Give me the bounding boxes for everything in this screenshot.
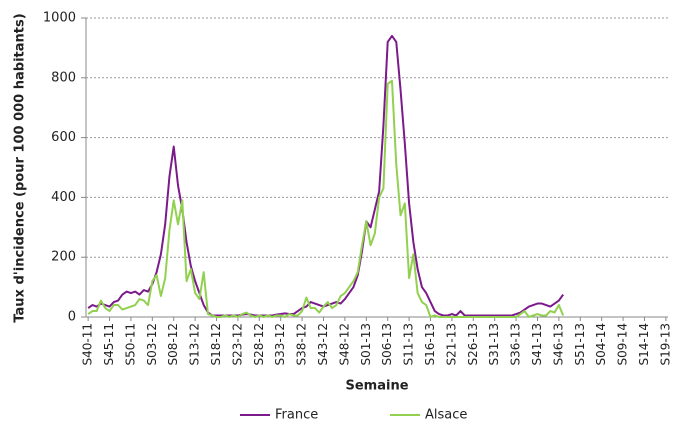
y-tick-label: 1000	[43, 11, 76, 26]
x-tick-label: S23-12	[230, 323, 244, 366]
x-tick-label: S28-12	[252, 323, 266, 366]
x-tick-label: S41-13	[530, 323, 544, 366]
x-tick-label: S26-13	[466, 323, 480, 366]
x-tick-label: S03-12	[145, 323, 159, 366]
x-tick-label: S09-14	[616, 323, 630, 366]
x-tick-label: S33-12	[273, 323, 287, 366]
y-tick-label: 400	[51, 190, 76, 205]
x-tick-label: S36-13	[509, 323, 523, 366]
x-tick-label: S13-12	[188, 323, 202, 366]
x-tick-label: S19-13	[658, 323, 672, 366]
series-line	[87, 34, 564, 317]
y-tick-label: 800	[51, 70, 76, 85]
x-axis-title: Semaine	[345, 379, 408, 394]
x-tick-label: S40-11	[81, 323, 95, 366]
x-tick-label: S51-13	[573, 323, 587, 366]
x-tick-label: S45-11	[102, 323, 116, 366]
x-tick-label: S46-13	[551, 323, 565, 366]
y-tick-label: 200	[51, 250, 76, 265]
x-tick-label: S08-12	[166, 323, 180, 366]
x-tick-label: S31-13	[487, 323, 501, 366]
x-tick-label: S16-13	[423, 323, 437, 366]
x-tick-label: S06-13	[380, 323, 394, 366]
x-tick-label: S38-12	[295, 323, 309, 366]
legend-label: Alsace	[425, 408, 467, 423]
x-tick-label: S14-14	[637, 323, 651, 366]
x-tick-label: S48-12	[337, 323, 351, 366]
series-line	[87, 79, 565, 318]
y-tick-label: 600	[51, 130, 76, 145]
x-tick-label: S11-13	[402, 323, 416, 366]
x-tick-label: S18-12	[209, 323, 223, 366]
x-tick-label: S43-12	[316, 323, 330, 366]
x-tick-label: S04-14	[594, 323, 608, 366]
x-tick-label: S21-13	[444, 323, 458, 366]
y-axis-title: Taux d'incidence (pour 100 000 habitants…	[13, 13, 28, 322]
x-tick-label: S01-13	[359, 323, 373, 366]
x-tick-label: S50-11	[123, 323, 137, 366]
legend-label: France	[275, 408, 318, 423]
y-tick-label: 0	[68, 310, 76, 325]
